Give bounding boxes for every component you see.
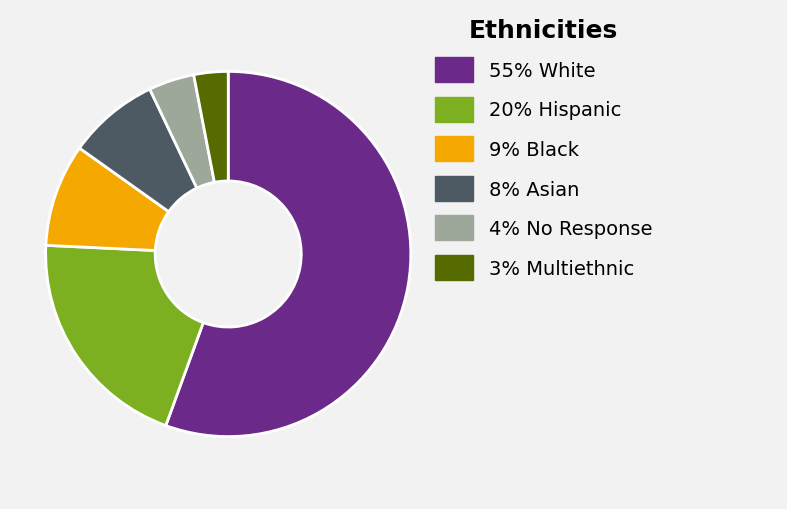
Wedge shape (46, 246, 203, 426)
Wedge shape (166, 72, 411, 437)
Wedge shape (150, 75, 214, 189)
Legend: 55% White, 20% Hispanic, 9% Black, 8% Asian, 4% No Response, 3% Multiethnic: 55% White, 20% Hispanic, 9% Black, 8% As… (425, 10, 662, 290)
Wedge shape (46, 149, 168, 251)
Wedge shape (79, 90, 197, 212)
Wedge shape (194, 72, 228, 183)
